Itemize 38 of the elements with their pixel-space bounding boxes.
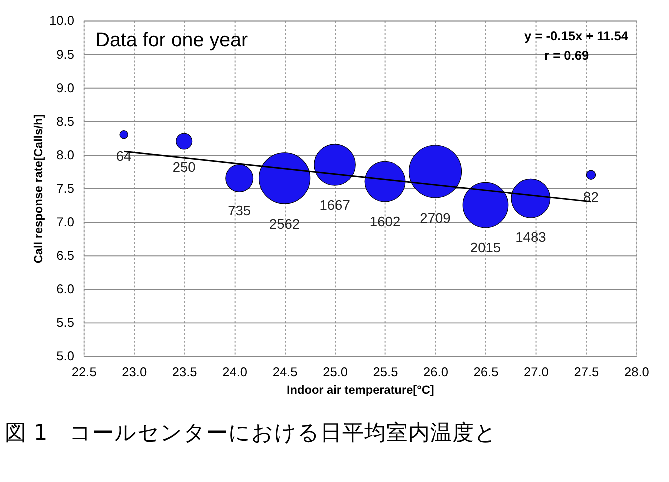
- x-tick-label: 26.5: [474, 364, 499, 380]
- caption: 図 1 コールセンターにおける日平均室内温度と: [4, 421, 498, 446]
- y-tick-label: 10.0: [50, 13, 74, 28]
- data-label: 735: [228, 202, 252, 219]
- annotation: r = 0.69: [544, 48, 590, 64]
- annotation: Data for one year: [96, 29, 249, 52]
- y-tick-label: 5.0: [56, 348, 74, 364]
- x-axis-title: Indoor air temperature[°C]: [286, 383, 434, 398]
- data-label: 250: [172, 159, 196, 176]
- y-tick-label: 6.5: [56, 248, 74, 264]
- x-tick-label: 26.0: [424, 364, 448, 380]
- y-tick-label: 7.0: [56, 214, 74, 230]
- data-label: 1667: [320, 196, 350, 213]
- annotation: y = -0.15x + 11.54: [524, 28, 630, 44]
- y-tick-label: 9.0: [56, 80, 74, 96]
- y-axis-title: Call response rate[Calls/h]: [32, 114, 46, 264]
- y-tick-label: 5.5: [56, 315, 74, 330]
- x-tick-label: 25.5: [373, 364, 398, 380]
- y-tick-label: 8.0: [56, 147, 74, 162]
- y-tick-label: 7.5: [56, 180, 74, 196]
- x-tick-label: 22.5: [72, 364, 97, 380]
- x-tick-label: 27.5: [574, 364, 600, 380]
- data-label: 2709: [420, 210, 452, 226]
- y-tick-label: 6.0: [56, 282, 74, 297]
- y-tick-label: 9.5: [56, 46, 74, 62]
- x-tick-label: 23.5: [172, 364, 198, 380]
- data-label: 64: [116, 148, 132, 164]
- x-tick-label: 24.0: [222, 364, 248, 380]
- data-label: 1483: [516, 229, 547, 246]
- data-label: 2562: [269, 216, 300, 232]
- x-tick-label: 23.0: [122, 364, 148, 380]
- data-label: 2015: [470, 240, 502, 256]
- y-tick-label: 8.5: [56, 114, 74, 129]
- x-tick-label: 27.0: [524, 364, 549, 380]
- x-tick-label: 28.0: [624, 364, 650, 380]
- x-tick-label: 24.5: [272, 364, 298, 380]
- x-tick-label: 25.0: [323, 364, 348, 380]
- data-label: 1602: [370, 213, 401, 230]
